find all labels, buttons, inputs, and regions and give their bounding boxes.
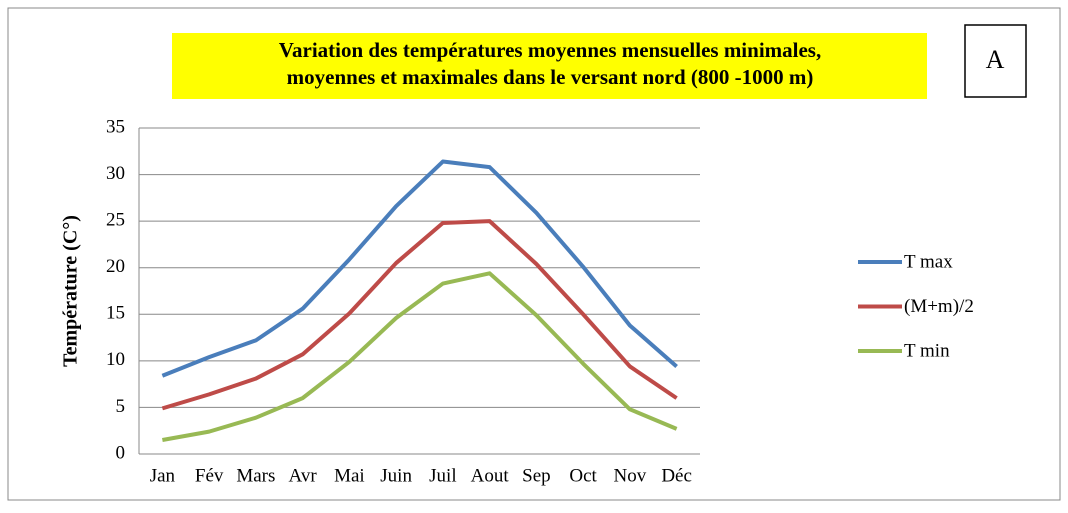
y-tick-label: 35 (106, 116, 125, 137)
x-tick-label: Mai (334, 465, 365, 486)
y-tick-label: 0 (116, 442, 126, 463)
annotation-box (964, 24, 1027, 98)
x-tick-label: Avr (289, 465, 318, 486)
x-tick-label: Mars (236, 465, 275, 486)
annotation: A (986, 45, 1005, 74)
y-tick-label: 30 (106, 163, 125, 184)
title-background (172, 33, 927, 99)
y-tick-label: 10 (106, 349, 125, 370)
series-line (161, 159, 678, 378)
x-tick-label: Aout (471, 465, 510, 486)
chart-title: moyennes et maximales dans le versant no… (287, 65, 814, 89)
legend-label: (M+m)/2 (904, 296, 974, 317)
x-tick-label: Fév (195, 465, 224, 486)
y-tick-label: 20 (106, 256, 125, 277)
x-tick-label: Sep (522, 465, 551, 486)
y-tick-label: 5 (116, 396, 126, 417)
legend-label: T max (904, 251, 953, 272)
x-tick-label: Jan (150, 465, 176, 486)
legend-label: T min (904, 340, 950, 361)
series-line (161, 219, 678, 411)
y-tick-label: 15 (106, 303, 125, 324)
x-tick-label: Juin (380, 465, 412, 486)
x-tick-label: Nov (614, 465, 647, 486)
x-tick-label: Oct (569, 465, 597, 486)
y-tick-label: 25 (106, 210, 125, 231)
chart-title: Variation des températures moyennes mens… (279, 38, 821, 62)
x-tick-label: Juil (429, 465, 456, 486)
y-axis-label: Température (C°) (60, 215, 82, 367)
x-tick-label: Déc (661, 465, 692, 486)
series-line (162, 271, 678, 442)
